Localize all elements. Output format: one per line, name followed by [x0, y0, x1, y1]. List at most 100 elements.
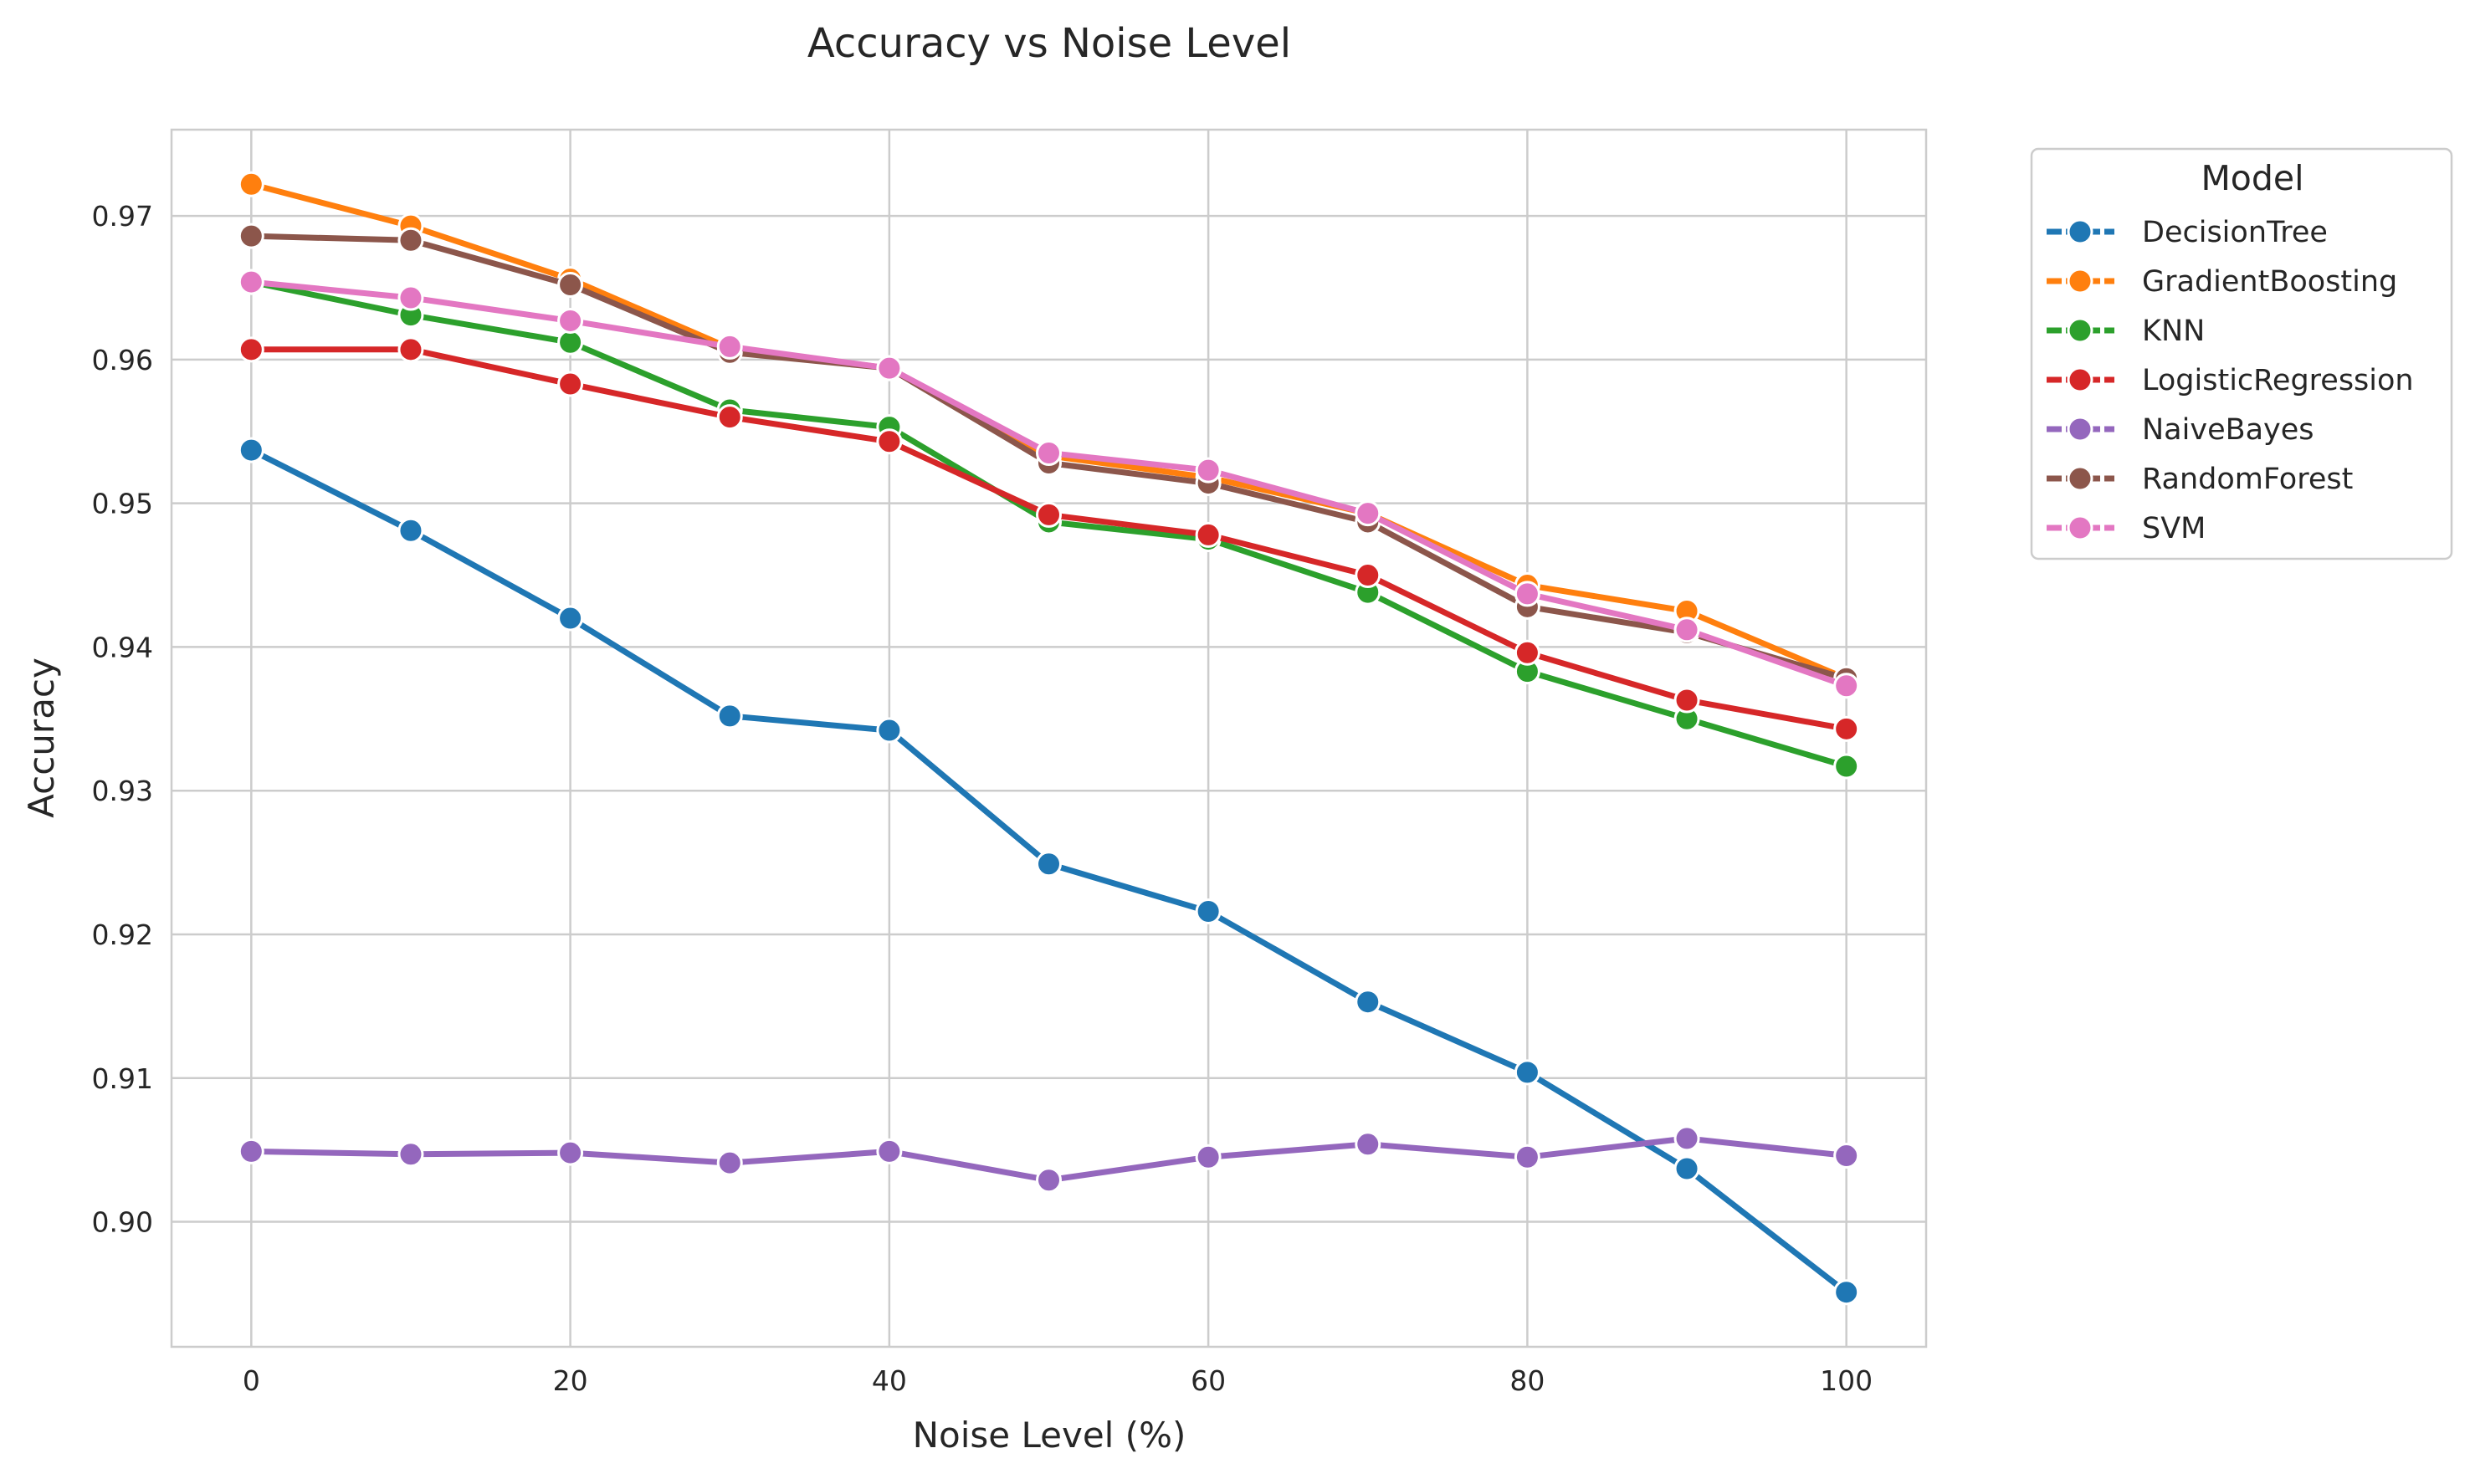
legend-entry: NaiveBayes — [2047, 413, 2314, 447]
series-naivebayes — [238, 1125, 1860, 1194]
legend-entry: GradientBoosting — [2047, 265, 2397, 299]
legend-swatch-marker — [2067, 317, 2093, 344]
x-tick-labels: 0 20 40 60 80 100 — [243, 1364, 1873, 1397]
data-point — [1355, 500, 1381, 527]
data-point — [397, 227, 424, 253]
data-point — [1514, 639, 1540, 666]
data-point — [1673, 687, 1700, 714]
legend-swatch-marker — [2067, 416, 2093, 443]
legend-entry: DecisionTree — [2047, 216, 2328, 249]
data-point — [1355, 1131, 1381, 1158]
legend-entry: KNN — [2047, 315, 2205, 348]
legend-entry: RandomForest — [2047, 463, 2353, 496]
data-point — [238, 269, 264, 295]
legend: Model DecisionTree GradientBoosting KNN Log… — [2030, 147, 2453, 560]
data-point — [1036, 1167, 1062, 1194]
x-tick-label: 40 — [872, 1364, 907, 1397]
data-point — [557, 329, 584, 356]
legend-swatch-marker — [2067, 514, 2093, 541]
data-point — [1833, 753, 1860, 780]
data-point — [1195, 1144, 1222, 1170]
data-point — [397, 517, 424, 544]
data-point — [876, 355, 903, 381]
data-point — [716, 404, 743, 431]
legend-swatch-marker — [2067, 268, 2093, 294]
data-point — [1833, 1279, 1860, 1306]
legend-frame — [2030, 147, 2453, 560]
data-point — [716, 333, 743, 360]
y-tick-labels: 0.90 0.91 0.92 0.93 0.94 0.95 0.96 0.97 — [92, 200, 153, 1238]
data-point — [557, 371, 584, 397]
data-point — [1195, 898, 1222, 924]
y-tick-label: 0.97 — [92, 200, 153, 233]
y-tick-label: 0.92 — [92, 919, 153, 951]
x-axis-label: Noise Level (%) — [913, 1415, 1186, 1456]
x-tick-label: 100 — [1820, 1364, 1873, 1397]
legend-swatch-marker — [2067, 218, 2093, 245]
data-point — [716, 1149, 743, 1176]
data-point — [397, 284, 424, 311]
data-point — [1036, 440, 1062, 467]
y-tick-label: 0.93 — [92, 775, 153, 807]
data-point — [1514, 1144, 1540, 1170]
legend-label: LogisticRegression — [2142, 364, 2414, 397]
data-point — [1195, 457, 1222, 484]
legend-label: NaiveBayes — [2142, 413, 2314, 447]
x-tick-label: 20 — [553, 1364, 588, 1397]
y-tick-label: 0.94 — [92, 631, 153, 663]
data-point — [557, 307, 584, 334]
data-point — [1833, 1143, 1860, 1169]
data-point — [1195, 521, 1222, 548]
data-point — [1514, 581, 1540, 607]
legend-swatch-marker — [2067, 465, 2093, 492]
data-point — [557, 1139, 584, 1166]
plot-frame — [170, 128, 1928, 1348]
legend-entry: SVM — [2047, 512, 2206, 545]
legend-swatch-marker — [2067, 366, 2093, 393]
data-point — [397, 1141, 424, 1168]
data-point — [1514, 1059, 1540, 1086]
data-point — [1673, 1125, 1700, 1152]
x-tick-label: 0 — [243, 1364, 260, 1397]
legend-label: RandomForest — [2142, 463, 2353, 496]
series-svm — [238, 269, 1860, 699]
data-point — [716, 703, 743, 729]
data-point — [1036, 851, 1062, 878]
data-point — [238, 1138, 264, 1164]
legend-label: GradientBoosting — [2142, 265, 2397, 299]
y-tick-label: 0.95 — [92, 488, 153, 520]
y-tick-label: 0.96 — [92, 344, 153, 376]
legend-label: KNN — [2142, 315, 2205, 348]
y-tick-label: 0.90 — [92, 1206, 153, 1239]
legend-items: DecisionTree GradientBoosting KNN LogisticR… — [2047, 216, 2414, 545]
legend-label: SVM — [2142, 512, 2206, 545]
data-point — [876, 1138, 903, 1164]
data-point — [397, 336, 424, 363]
series-logisticregression — [238, 336, 1860, 742]
legend-title: Model — [2201, 158, 2303, 198]
data-point — [876, 428, 903, 455]
data-point — [557, 605, 584, 632]
legend-label: DecisionTree — [2142, 216, 2328, 249]
data-point — [1036, 501, 1062, 528]
data-point — [876, 717, 903, 744]
data-point — [1833, 673, 1860, 699]
series-layer — [238, 171, 1860, 1306]
data-point — [557, 272, 584, 299]
chart-title: Accuracy vs Noise Level — [807, 20, 1291, 67]
data-point — [238, 336, 264, 363]
data-point — [238, 171, 264, 197]
x-tick-label: 80 — [1509, 1364, 1545, 1397]
data-point — [1355, 562, 1381, 589]
series-decisiontree — [238, 437, 1860, 1306]
data-point — [238, 223, 264, 249]
y-tick-label: 0.91 — [92, 1062, 153, 1095]
y-axis-label: Accuracy — [21, 658, 62, 818]
x-tick-label: 60 — [1191, 1364, 1226, 1397]
data-point — [1355, 989, 1381, 1016]
data-point — [238, 437, 264, 463]
data-point — [1833, 715, 1860, 742]
legend-entry: LogisticRegression — [2047, 364, 2414, 397]
